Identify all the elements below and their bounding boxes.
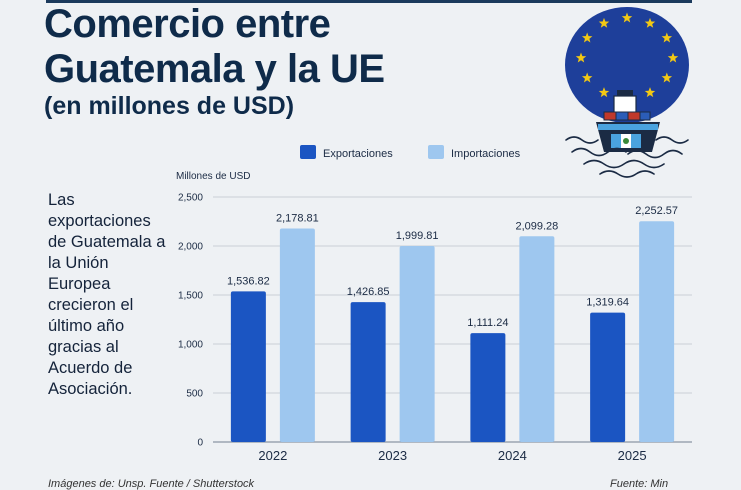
legend-swatch-exportaciones (300, 145, 316, 159)
top-rule (46, 0, 692, 3)
eu-star-icon (575, 52, 587, 63)
y-tick-label: 1,000 (178, 340, 203, 351)
y-tick-label: 500 (186, 389, 203, 400)
eu-star-icon (598, 87, 610, 98)
x-tick-label: 2024 (498, 448, 527, 463)
data-label-exportaciones-2025: 1,319.64 (586, 297, 629, 309)
y-tick-label: 2,000 (178, 242, 203, 253)
legend-label-importaciones: Importaciones (451, 148, 521, 160)
bar-importaciones-2025 (639, 221, 675, 442)
page-subtitle: (en millones de USD) (44, 92, 295, 120)
chart-legend: Exportaciones Importaciones (300, 145, 521, 160)
eu-star-icon (667, 52, 679, 63)
footer-credit: Imágenes de: Unsp. Fuente / Shutterstock (48, 478, 255, 490)
x-tick-label: 2023 (378, 448, 407, 463)
bar-exportaciones-2022 (230, 291, 266, 442)
page-title: Comercio entre Guatemala y la UE (44, 2, 385, 92)
data-label-importaciones-2023: 1,999.81 (396, 230, 439, 242)
bar-importaciones-2022 (279, 228, 315, 442)
eu-star-icon (661, 32, 673, 43)
eu-star-icon (598, 17, 610, 28)
bar-importaciones-2024 (519, 236, 555, 442)
x-tick-label: 2022 (258, 448, 287, 463)
y-tick-label: 0 (197, 438, 203, 449)
bar-exportaciones-2025 (590, 312, 626, 442)
eu-star-icon (644, 87, 656, 98)
legend-label-exportaciones: Exportaciones (323, 148, 393, 160)
title-line-1: Comercio entre (44, 2, 331, 46)
data-label-exportaciones-2022: 1,536.82 (227, 275, 270, 287)
title-line-2: Guatemala y la UE (44, 47, 385, 91)
y-axis-title: Millones de USD (176, 171, 250, 182)
bar-exportaciones-2023 (350, 302, 386, 442)
data-label-exportaciones-2023: 1,426.85 (347, 286, 390, 298)
bar-exportaciones-2024 (470, 333, 506, 442)
eu-stars-icon (575, 12, 679, 103)
data-label-importaciones-2024: 2,099.28 (515, 220, 558, 232)
plot-area: 0 500 1,000 1,500 2,000 2,500 1,536.82 2,178.81… (178, 193, 692, 463)
side-note: Las exportaciones de Guatemala a la Unió… (48, 191, 166, 398)
y-tick-label: 1,500 (178, 291, 203, 302)
y-tick-label: 2,500 (178, 193, 203, 204)
eu-star-icon (581, 72, 593, 83)
cargo-ship-icon (596, 90, 660, 152)
eu-star-icon (621, 12, 633, 23)
eu-star-icon (644, 17, 656, 28)
eu-ship-illustration-icon (565, 7, 689, 178)
data-label-importaciones-2022: 2,178.81 (276, 212, 319, 224)
eu-star-icon (581, 32, 593, 43)
footer-source: Fuente: Min (610, 478, 669, 490)
eu-star-icon (661, 72, 673, 83)
bar-importaciones-2023 (399, 246, 435, 442)
eu-sky-background (565, 7, 689, 123)
data-label-exportaciones-2024: 1,111.24 (467, 317, 508, 329)
data-label-importaciones-2025: 2,252.57 (635, 205, 678, 217)
x-tick-label: 2025 (618, 448, 647, 463)
waves-icon (565, 136, 689, 178)
legend-swatch-importaciones (428, 145, 444, 159)
